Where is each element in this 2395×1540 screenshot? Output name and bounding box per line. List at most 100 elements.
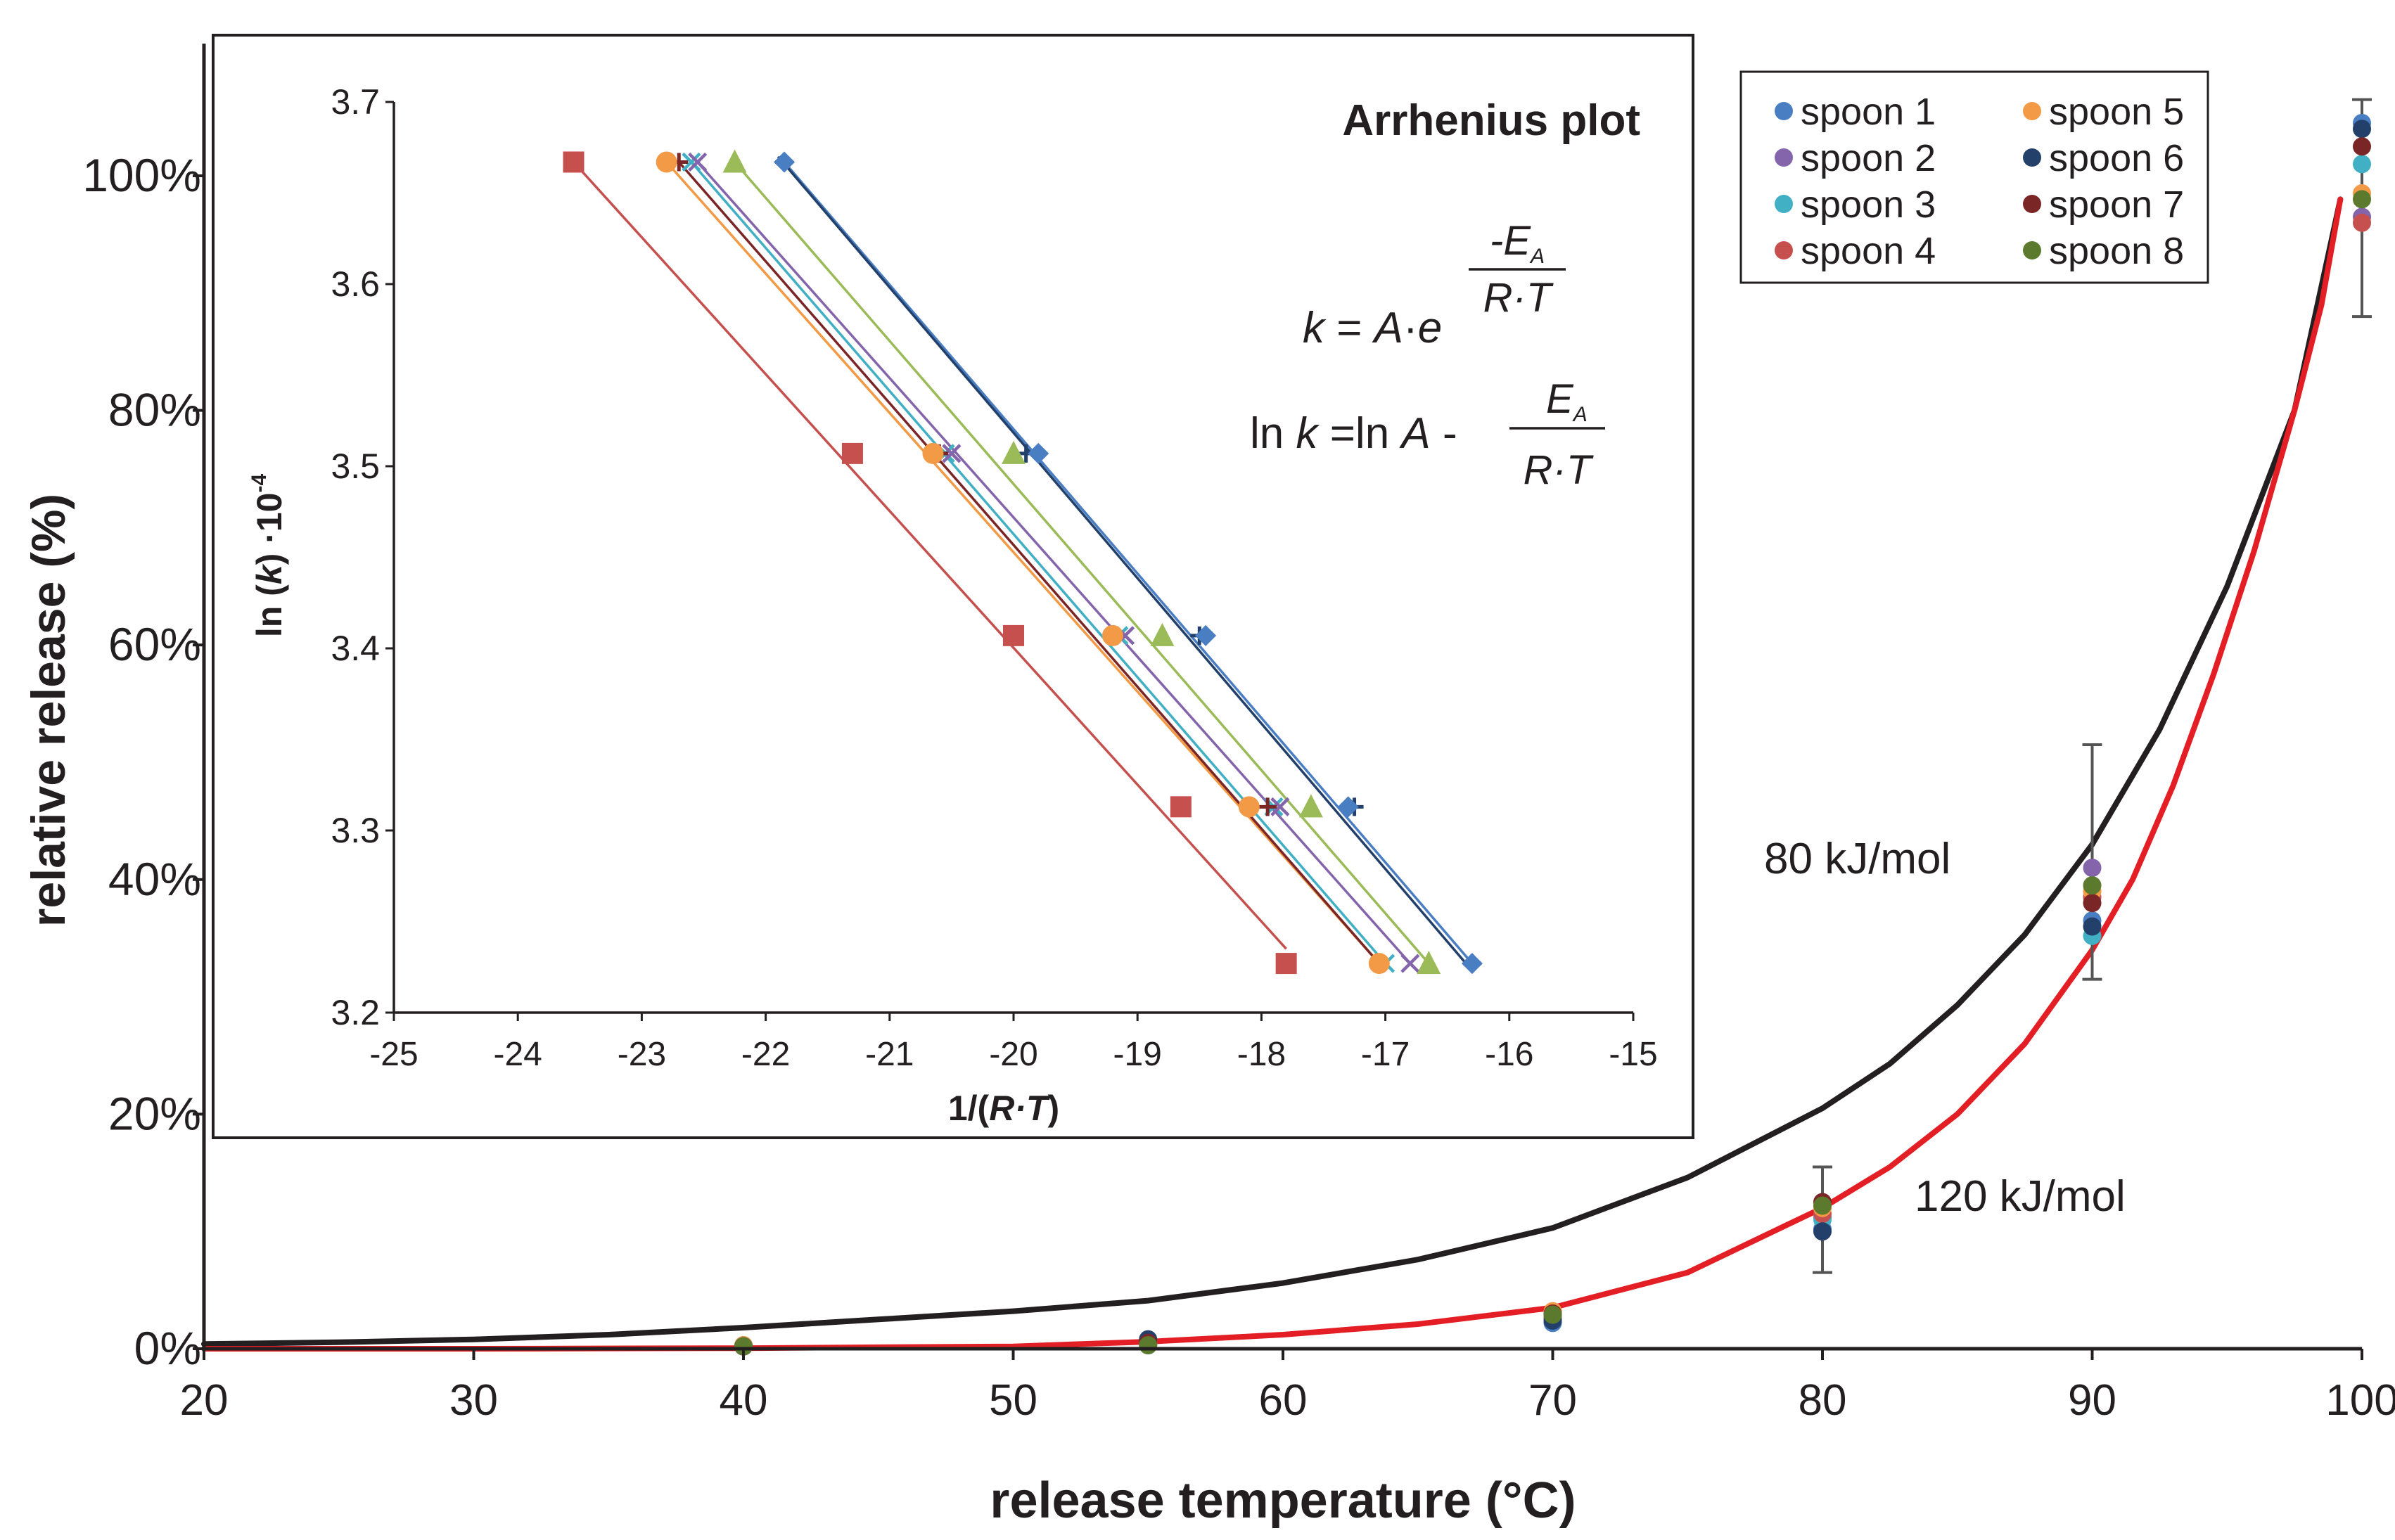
inset-x-tick-label: -17 — [1361, 1036, 1410, 1073]
legend-swatch — [2023, 195, 2041, 213]
inset-x-axis-title: 1/(R·T) — [948, 1089, 1059, 1128]
inset-marker-spoon-4-1 — [841, 442, 863, 464]
inset-x-tick-label: -20 — [989, 1036, 1037, 1073]
legend-swatch — [1775, 195, 1793, 213]
fit-line-spoon-5-fit — [665, 161, 1381, 965]
fit-line-spoon-6-fit — [777, 155, 1467, 965]
inset-x-tick-label: -23 — [618, 1036, 666, 1073]
inset-title: Arrhenius plot — [1342, 96, 1640, 145]
legend-swatch — [1775, 241, 1793, 259]
inset-marker-spoon-1-4 — [1461, 953, 1483, 975]
inset-marker-spoon-5-3 — [1238, 796, 1260, 818]
inset-y-axis-title: ln (k) ·10-4 — [248, 474, 289, 638]
legend-swatch — [2023, 241, 2041, 259]
eq2-sub-A: A — [1572, 403, 1588, 426]
point-spoon-6-100 — [2353, 120, 2371, 139]
equation-1-numerator: -EA — [1490, 218, 1545, 268]
equation-2-denominator: R·T — [1524, 447, 1594, 493]
y-tick-label: 60% — [108, 618, 201, 670]
legend-item-spoon-8: spoon 8 — [2023, 230, 2184, 272]
y-tick-label: 80% — [108, 384, 201, 436]
legend-swatch — [2023, 148, 2041, 167]
legend-label: spoon 8 — [2049, 230, 2184, 272]
point-spoon-8-100 — [2353, 190, 2371, 209]
point-spoon-6-90 — [2083, 917, 2102, 936]
inset-x-tick-label: -15 — [1609, 1036, 1657, 1073]
legend-swatch — [1775, 102, 1793, 120]
inset-y-tick-label: 3.5 — [331, 447, 380, 486]
y-tick-label: 20% — [108, 1087, 201, 1139]
inset-y-tick-label: 3.3 — [331, 811, 380, 850]
inset-marker-spoon-8-0 — [722, 149, 747, 173]
inset-x-tick-label: -22 — [741, 1036, 790, 1073]
point-spoon-2-90 — [2083, 859, 2102, 878]
inset-marker-spoon-1-0 — [774, 151, 796, 173]
main-y-ticks: 0% 20% 40% 60% 80% 100% — [82, 149, 204, 1374]
legend-item-spoon-4: spoon 4 — [1775, 230, 1936, 272]
x-tick-label: 90 — [2068, 1376, 2116, 1425]
inset-markers — [563, 149, 1483, 975]
fit-line-spoon-8-fit — [734, 161, 1430, 965]
inset-x-tick-label: -16 — [1485, 1036, 1533, 1073]
inset-marker-spoon-8-1 — [1002, 440, 1026, 464]
x-tick-label: 20 — [180, 1376, 229, 1425]
inset-marker-spoon-8-3 — [1298, 794, 1323, 818]
y-tick-label: 0% — [134, 1322, 201, 1374]
legend-label: spoon 5 — [2049, 91, 2184, 133]
inset-series-spoon-5 — [656, 151, 1390, 975]
inset-marker-spoon-4-2 — [1003, 624, 1024, 646]
inset-marker-spoon-1-2 — [1195, 624, 1217, 646]
y-tick-label: 100% — [82, 149, 201, 201]
inset-y-tick-label: 3.6 — [331, 264, 380, 304]
inset-series-spoon-2 — [688, 152, 1420, 973]
x-tick-label: 80 — [1799, 1376, 1847, 1425]
legend-label: spoon 7 — [2049, 184, 2184, 226]
inset-marker-spoon-5-0 — [656, 151, 677, 173]
eq1-sub-A: A — [1529, 245, 1545, 268]
point-spoon-3-100 — [2353, 155, 2371, 174]
inset-ylabel-prefix: ln ( — [250, 584, 289, 637]
inset-y-tick-label: 3.4 — [331, 629, 380, 668]
inset-marker-spoon-4-3 — [1170, 796, 1192, 818]
inset-marker-spoon-2-0 — [688, 152, 708, 172]
main-plot: 20 30 40 50 60 70 80 90 100 0% 20% 40% 60% 80% 100% 8… — [22, 44, 2395, 1529]
fit-line-spoon-3-fit — [690, 161, 1386, 965]
inset-frame — [212, 34, 1694, 1139]
inset-marker-spoon-7-3 — [1258, 797, 1277, 816]
point-spoon-8-70 — [1543, 1305, 1562, 1324]
inset-marker-spoon-2-4 — [1400, 954, 1420, 973]
inset-y-tick-label: 3.7 — [331, 82, 380, 122]
inset-x-tick-label: -18 — [1237, 1036, 1286, 1073]
inset-x-tick-label: -21 — [865, 1036, 914, 1073]
eq2-eq-ln: =ln — [1317, 409, 1401, 458]
eq1-minus-E: -E — [1490, 218, 1531, 264]
inset-x-ticks: -25 -24 -23 -22 -21 -20 -19 -18 -17 -16 -15 — [369, 1013, 1658, 1073]
x-tick-label: 100 — [2325, 1376, 2395, 1425]
inset-y-tick-label: 3.2 — [331, 993, 380, 1032]
inset-marker-spoon-5-4 — [1368, 953, 1390, 975]
legend-label: spoon 3 — [1801, 184, 1936, 226]
legend-label: spoon 6 — [2049, 137, 2184, 179]
eq1-e: e — [1418, 304, 1442, 352]
point-spoon-8-80 — [1813, 1196, 1832, 1215]
y-tick-label: 40% — [108, 853, 201, 905]
point-spoon-8-55 — [1139, 1335, 1158, 1354]
inset-marker-spoon-4-4 — [1275, 953, 1297, 975]
legend-frame — [1739, 70, 2209, 284]
legend-swatch — [1775, 148, 1793, 167]
legend-item-spoon-5: spoon 5 — [2023, 91, 2184, 133]
main-curve-label-80: 80 kJ/mol — [1764, 835, 1950, 883]
equation-2-numerator: EA — [1546, 376, 1588, 426]
legend-item-spoon-7: spoon 7 — [2023, 184, 2184, 226]
main-curve-label-120: 120 kJ/mol — [1915, 1172, 2126, 1221]
main-x-ticks: 20 30 40 50 60 70 80 90 100 — [180, 1349, 2395, 1425]
point-spoon-8-40 — [734, 1337, 753, 1356]
inset-series-spoon-1 — [774, 151, 1483, 975]
inset-arrhenius-plot: -25 -24 -23 -22 -21 -20 -19 -18 -17 -16 -15 3.2 3.3… — [212, 34, 1694, 1139]
inset-marker-spoon-8-2 — [1150, 622, 1175, 646]
legend-label: spoon 2 — [1801, 137, 1936, 179]
point-spoon-8-90 — [2083, 876, 2102, 895]
inset-marker-spoon-1-3 — [1337, 796, 1359, 818]
